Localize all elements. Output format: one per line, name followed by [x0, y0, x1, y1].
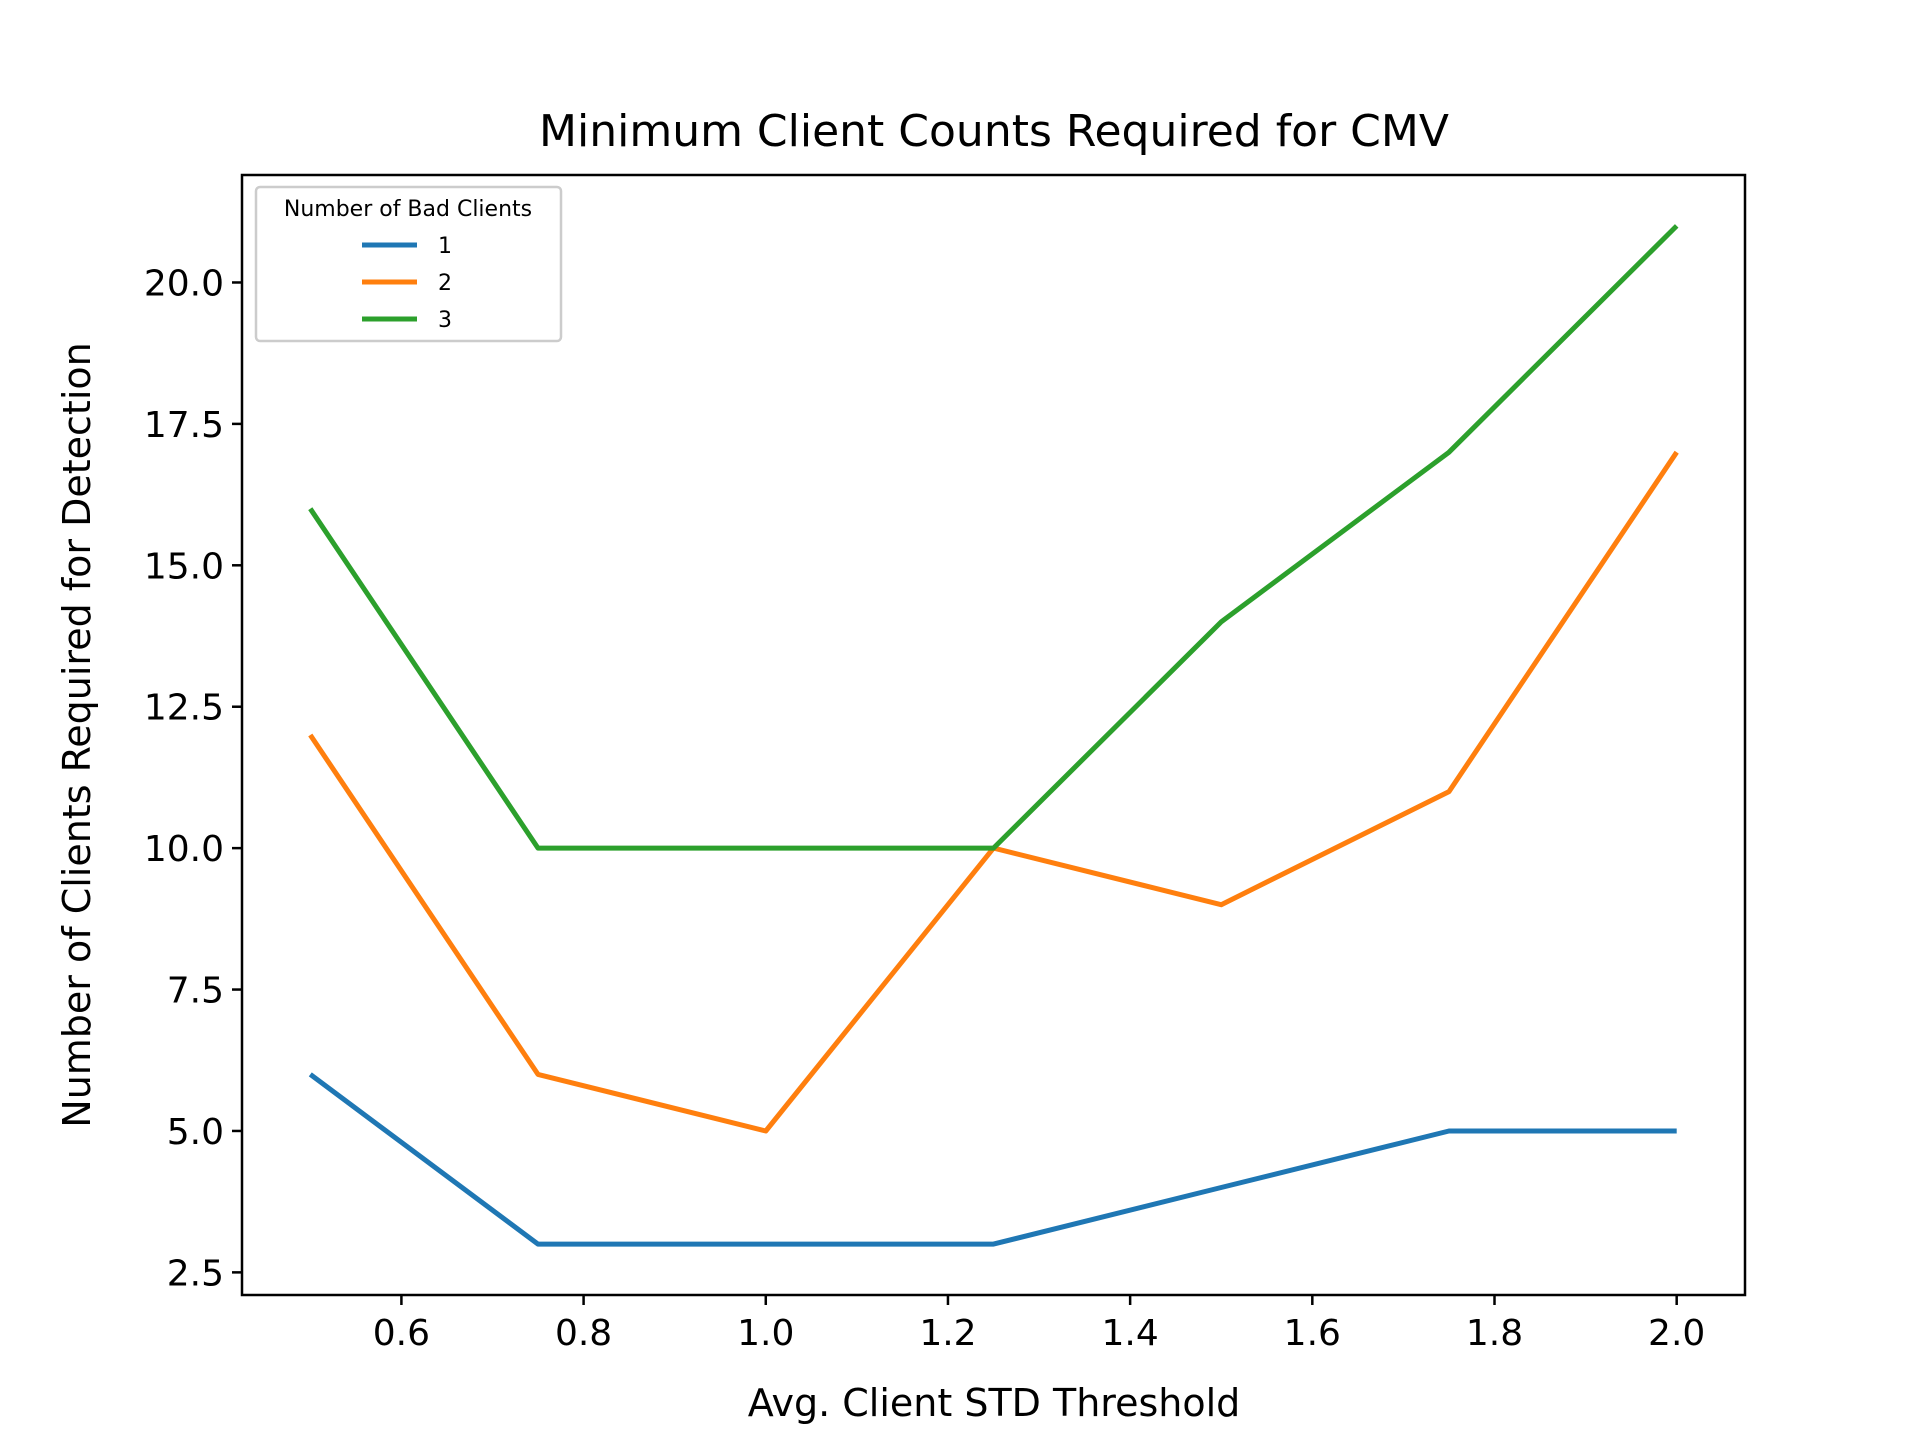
- y-tick-label: 20.0: [144, 263, 224, 304]
- legend-title: Number of Bad Clients: [284, 197, 532, 222]
- legend-label-2: 2: [438, 271, 452, 296]
- chart-title: Minimum Client Counts Required for CMV: [539, 106, 1449, 157]
- y-tick-label: 2.5: [167, 1253, 224, 1294]
- legend: Number of Bad Clients 1 2 3: [254, 185, 563, 343]
- x-tick-label: 1.2: [919, 1313, 976, 1354]
- y-tick-label: 7.5: [167, 971, 224, 1012]
- x-tick-label: 1.6: [1284, 1313, 1341, 1354]
- legend-label-1: 1: [438, 234, 452, 259]
- x-tick-label: 0.6: [373, 1313, 430, 1354]
- series-layer: [308, 224, 1679, 1247]
- series-line-1: [308, 1072, 1677, 1247]
- x-tick-label: 1.4: [1102, 1313, 1159, 1354]
- y-axis-label: Number of Clients Required for Detection: [55, 342, 99, 1127]
- x-axis-ticks: 0.6 0.8 1.0 1.2 1.4 1.6 1.8 2.0: [373, 1295, 1705, 1354]
- y-tick-label: 12.5: [144, 688, 224, 729]
- plot-frame: [240, 173, 1747, 1297]
- legend-label-3: 3: [438, 308, 452, 333]
- x-tick-label: 0.8: [555, 1313, 612, 1354]
- series-line-3: [308, 224, 1679, 851]
- y-axis-ticks: 2.5 5.0 7.5 10.0 12.5 15.0 17.5 20.0: [144, 263, 242, 1294]
- y-tick-label: 10.0: [144, 829, 224, 870]
- x-tick-label: 1.8: [1466, 1313, 1523, 1354]
- y-tick-label: 15.0: [144, 546, 224, 587]
- x-axis-label: Avg. Client STD Threshold: [748, 1381, 1241, 1425]
- y-tick-label: 17.5: [144, 405, 224, 446]
- legend-box: [254, 185, 563, 343]
- x-tick-label: 1.0: [737, 1313, 794, 1354]
- x-tick-label: 2.0: [1648, 1313, 1705, 1354]
- y-tick-label: 5.0: [167, 1112, 224, 1153]
- legend-entries: 1 2 3: [362, 234, 452, 333]
